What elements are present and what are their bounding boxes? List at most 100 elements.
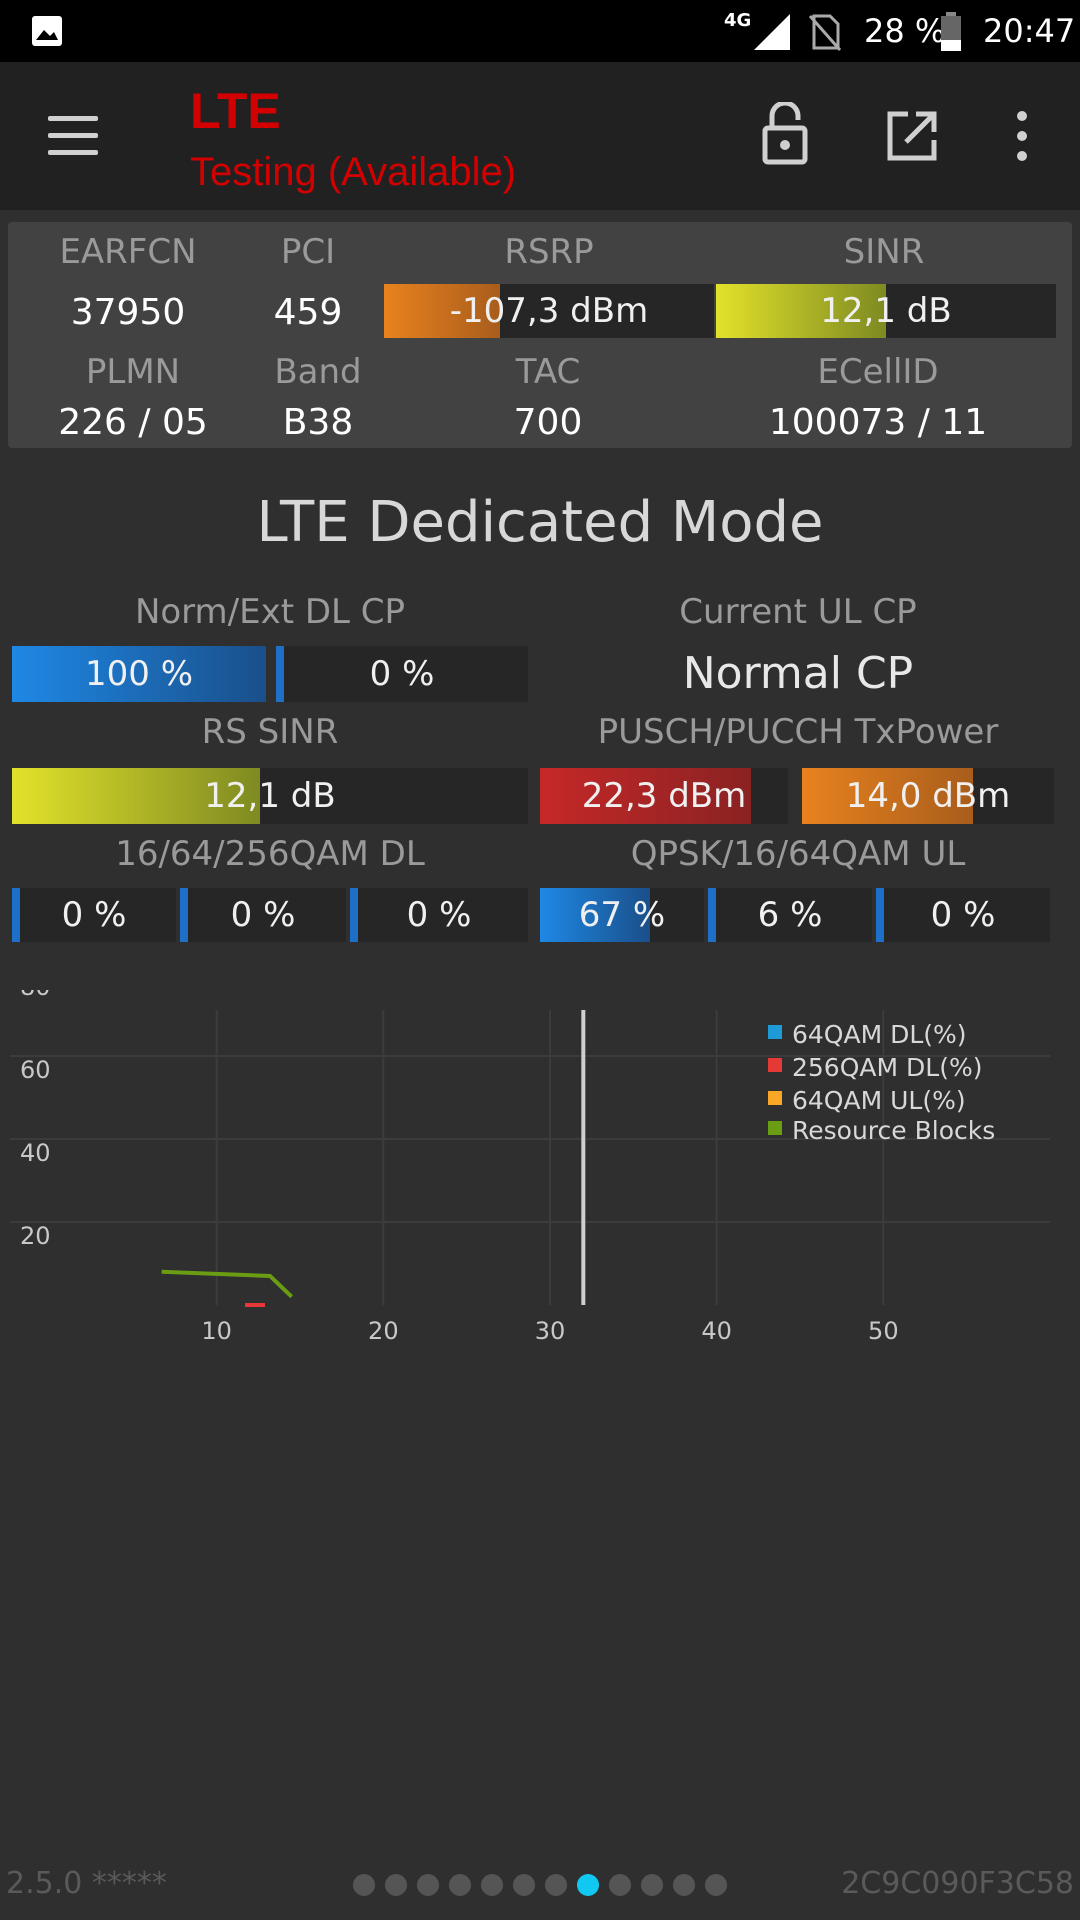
pci-header: PCI <box>280 232 336 272</box>
signal-icon <box>754 14 790 50</box>
earfcn-value: 37950 <box>70 292 186 333</box>
page-dot[interactable] <box>577 1874 599 1896</box>
y-tick-label: 20 <box>20 1222 51 1250</box>
y-tick-label: 60 <box>20 1056 51 1084</box>
dl-cp-normal-bar: 100 % <box>12 646 266 702</box>
legend-label: 64QAM DL(%) <box>792 1020 967 1049</box>
tac-value: 700 <box>513 402 583 443</box>
x-tick-label: 30 <box>535 1317 566 1345</box>
dl-cp-extended-value: 0 % <box>369 654 435 694</box>
qam16-ul-value: 6 % <box>757 895 823 935</box>
open-external-icon[interactable] <box>886 110 938 162</box>
qpsk-ul-value: 67 % <box>578 895 666 935</box>
sinr-bar: 12,1 dB <box>716 284 1056 338</box>
battery-percent: 28 % <box>864 12 946 50</box>
legend-item: Resource Blocks <box>768 1116 995 1145</box>
page-dot[interactable] <box>641 1874 663 1896</box>
legend-swatch <box>768 1091 782 1105</box>
pusch-power-value: 22,3 dBm <box>581 776 747 816</box>
earfcn-header: EARFCN <box>59 232 197 272</box>
more-vert-icon[interactable] <box>1012 108 1032 164</box>
sinr-header: SINR <box>843 232 925 272</box>
y-tick-label: 40 <box>20 1139 51 1167</box>
legend-item: 256QAM DL(%) <box>768 1053 982 1082</box>
legend-swatch <box>768 1025 782 1039</box>
lock-open-icon[interactable] <box>760 102 810 166</box>
menu-icon[interactable] <box>48 116 98 156</box>
page-dot[interactable] <box>673 1874 695 1896</box>
series-line <box>161 1269 294 1299</box>
page-dot[interactable] <box>353 1874 375 1896</box>
battery-icon <box>941 12 961 51</box>
ul-cp-label: Current UL CP <box>679 592 917 632</box>
legend-item: 64QAM UL(%) <box>768 1086 966 1115</box>
page-dot[interactable] <box>449 1874 471 1896</box>
pucch-power-bar: 14,0 dBm <box>802 768 1054 824</box>
network-type: 4G <box>724 10 752 31</box>
plmn-value: 226 / 05 <box>58 402 208 443</box>
no-sim-icon <box>808 14 842 51</box>
modulation-chart: 20 40 60 80 10 20 30 40 50 <box>10 990 1050 1345</box>
qam64-dl-bar: 0 % <box>180 888 346 942</box>
legend-label: Resource Blocks <box>792 1116 996 1145</box>
rsrp-header: RSRP <box>504 232 594 272</box>
pusch-power-bar: 22,3 dBm <box>540 768 788 824</box>
dl-cp-label: Norm/Ext DL CP <box>134 592 406 632</box>
app-version: 2.5.0 ***** <box>6 1866 167 1901</box>
page-dot[interactable] <box>417 1874 439 1896</box>
legend-swatch <box>768 1058 782 1072</box>
rs-sinr-label: RS SINR <box>201 712 339 752</box>
legend-label: 64QAM UL(%) <box>792 1086 966 1115</box>
qam256-dl-bar: 0 % <box>350 888 528 942</box>
sinr-value: 12,1 dB <box>820 291 952 331</box>
rs-sinr-bar: 12,1 dB <box>12 768 528 824</box>
x-tick-label: 50 <box>868 1317 899 1345</box>
qam16-ul-bar: 6 % <box>708 888 872 942</box>
rs-sinr-value: 12,1 dB <box>204 776 336 816</box>
page-dot[interactable] <box>481 1874 503 1896</box>
page-dot[interactable] <box>705 1874 727 1896</box>
qam64-dl-value: 0 % <box>230 895 296 935</box>
plmn-header: PLMN <box>85 352 181 392</box>
page-dot[interactable] <box>513 1874 535 1896</box>
band-value: B38 <box>282 402 354 443</box>
section-title: LTE Dedicated Mode <box>256 490 824 555</box>
x-tick-label: 40 <box>701 1317 732 1345</box>
dl-cp-normal-value: 100 % <box>84 654 193 694</box>
qam256-dl-value: 0 % <box>406 895 472 935</box>
qam64-ul-value: 0 % <box>930 895 996 935</box>
app-bar: LTE Testing (Available) <box>0 62 1080 210</box>
page-dot[interactable] <box>545 1874 567 1896</box>
page-subtitle: Testing (Available) <box>190 150 517 194</box>
ecellid-value: 100073 / 11 <box>768 402 988 443</box>
qam-dl-label: 16/64/256QAM DL <box>115 834 425 874</box>
page-title: LTE <box>190 83 281 139</box>
rsrp-bar: -107,3 dBm <box>384 284 714 338</box>
tac-header: TAC <box>515 352 581 392</box>
y-tick-label: 80 <box>20 990 51 1001</box>
dl-cp-extended-bar: 0 % <box>276 646 528 702</box>
image-icon <box>32 16 62 46</box>
qpsk-ul-bar: 67 % <box>540 888 704 942</box>
pucch-power-value: 14,0 dBm <box>845 776 1011 816</box>
rsrp-value: -107,3 dBm <box>449 291 649 331</box>
qam-ul-label: QPSK/16/64QAM UL <box>630 834 966 874</box>
x-tick-label: 20 <box>368 1317 399 1345</box>
ecellid-header: ECellID <box>817 352 939 392</box>
band-header: Band <box>274 352 362 392</box>
qam64-ul-bar: 0 % <box>876 888 1050 942</box>
clock: 20:47 <box>983 12 1076 50</box>
legend-label: 256QAM DL(%) <box>792 1053 983 1082</box>
page-dot[interactable] <box>385 1874 407 1896</box>
legend-item: 64QAM DL(%) <box>768 1020 967 1049</box>
qam16-dl-bar: 0 % <box>12 888 176 942</box>
pci-value: 459 <box>273 292 343 333</box>
cell-info-panel: EARFCN PCI RSRP SINR 37950 459 -107,3 dB… <box>8 222 1072 448</box>
legend-swatch <box>768 1121 782 1135</box>
qam16-dl-value: 0 % <box>61 895 127 935</box>
page-dot[interactable] <box>609 1874 631 1896</box>
ul-cp-value: Normal CP <box>682 648 914 699</box>
tx-power-label: PUSCH/PUCCH TxPower <box>597 712 999 752</box>
device-id: 2C9C090F3C58 <box>841 1866 1074 1901</box>
status-bar: 4G 28 % 20:47 <box>0 0 1080 62</box>
